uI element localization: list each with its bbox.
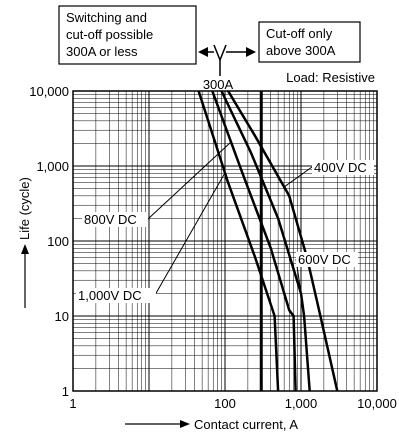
series-label-400v: 400V DC bbox=[283, 160, 374, 188]
threshold-label: 300A bbox=[203, 77, 234, 92]
series-label-1000v-text: 1,000V DC bbox=[78, 288, 142, 303]
series-label-800v-text: 800V DC bbox=[84, 212, 137, 227]
series-line bbox=[211, 90, 297, 392]
y-tick-label: 100 bbox=[47, 234, 69, 249]
series-label-600v-bg bbox=[296, 252, 358, 267]
x-axis-arrow-head bbox=[180, 420, 190, 428]
series-label-1000v-bg bbox=[76, 288, 156, 303]
series-label-400v-bg bbox=[312, 160, 374, 175]
annotation-left-box bbox=[58, 5, 197, 65]
x-tick-label: 1 bbox=[69, 396, 76, 411]
y-tick-label: 1 bbox=[62, 384, 69, 399]
annotation-left-line-3: 300A or less bbox=[66, 44, 138, 59]
series-line bbox=[197, 90, 280, 392]
series-line bbox=[220, 90, 311, 392]
bracket-left-arrowhead bbox=[198, 47, 208, 57]
annotation-right-box bbox=[258, 21, 361, 63]
leader-800v bbox=[147, 141, 232, 220]
annotation-left-line-2: cut-off possible bbox=[66, 27, 153, 42]
series-label-600v: 600V DC bbox=[295, 252, 358, 294]
x-tick-label: 10,000 bbox=[357, 396, 397, 411]
x-tick-labels: 1 100 1,000 10,000 bbox=[69, 396, 397, 411]
x-tick-label: 1,000 bbox=[285, 396, 318, 411]
series-label-600v-text: 600V DC bbox=[298, 252, 351, 267]
grid-lines bbox=[72, 91, 377, 392]
y-tick-label: 10 bbox=[55, 309, 69, 324]
plot-border bbox=[72, 90, 378, 392]
bracket-notch bbox=[213, 44, 227, 63]
x-tick-label: 100 bbox=[214, 396, 236, 411]
series-label-800v: 800V DC bbox=[82, 141, 232, 227]
series-lines bbox=[197, 90, 339, 392]
load-label: Load: Resistive bbox=[286, 70, 375, 85]
x-axis-title-group: Contact current, A bbox=[125, 417, 298, 432]
y-axis-arrow-head bbox=[21, 244, 29, 254]
y-axis-title: Life (cycle) bbox=[17, 177, 32, 240]
y-tick-label: 1,000 bbox=[36, 159, 69, 174]
annotation-left-line-1: Switching and bbox=[66, 10, 147, 25]
annotation-right: Cut-off only above 300A bbox=[258, 21, 361, 63]
y-axis-title-group: Life (cycle) bbox=[17, 177, 32, 308]
leader-400v bbox=[283, 166, 313, 188]
annotation-left: Switching and cut-off possible 300A or l… bbox=[58, 5, 197, 65]
annotation-right-line-1: Cut-off only bbox=[266, 26, 333, 41]
y-tick-labels: 1 10 100 1,000 10,000 bbox=[29, 84, 69, 399]
leader-1000v bbox=[154, 172, 226, 296]
annotation-right-line-2: above 300A bbox=[266, 43, 336, 58]
bracket-right-arrowhead bbox=[246, 47, 256, 57]
x-axis-title: Contact current, A bbox=[194, 417, 298, 432]
series-line bbox=[227, 90, 339, 392]
series-label-1000v: 1,000V DC bbox=[76, 172, 226, 303]
series-label-400v-text: 400V DC bbox=[314, 160, 367, 175]
threshold-bracket bbox=[198, 44, 256, 76]
y-tick-label: 10,000 bbox=[29, 84, 69, 99]
series-label-800v-bg bbox=[82, 212, 148, 227]
